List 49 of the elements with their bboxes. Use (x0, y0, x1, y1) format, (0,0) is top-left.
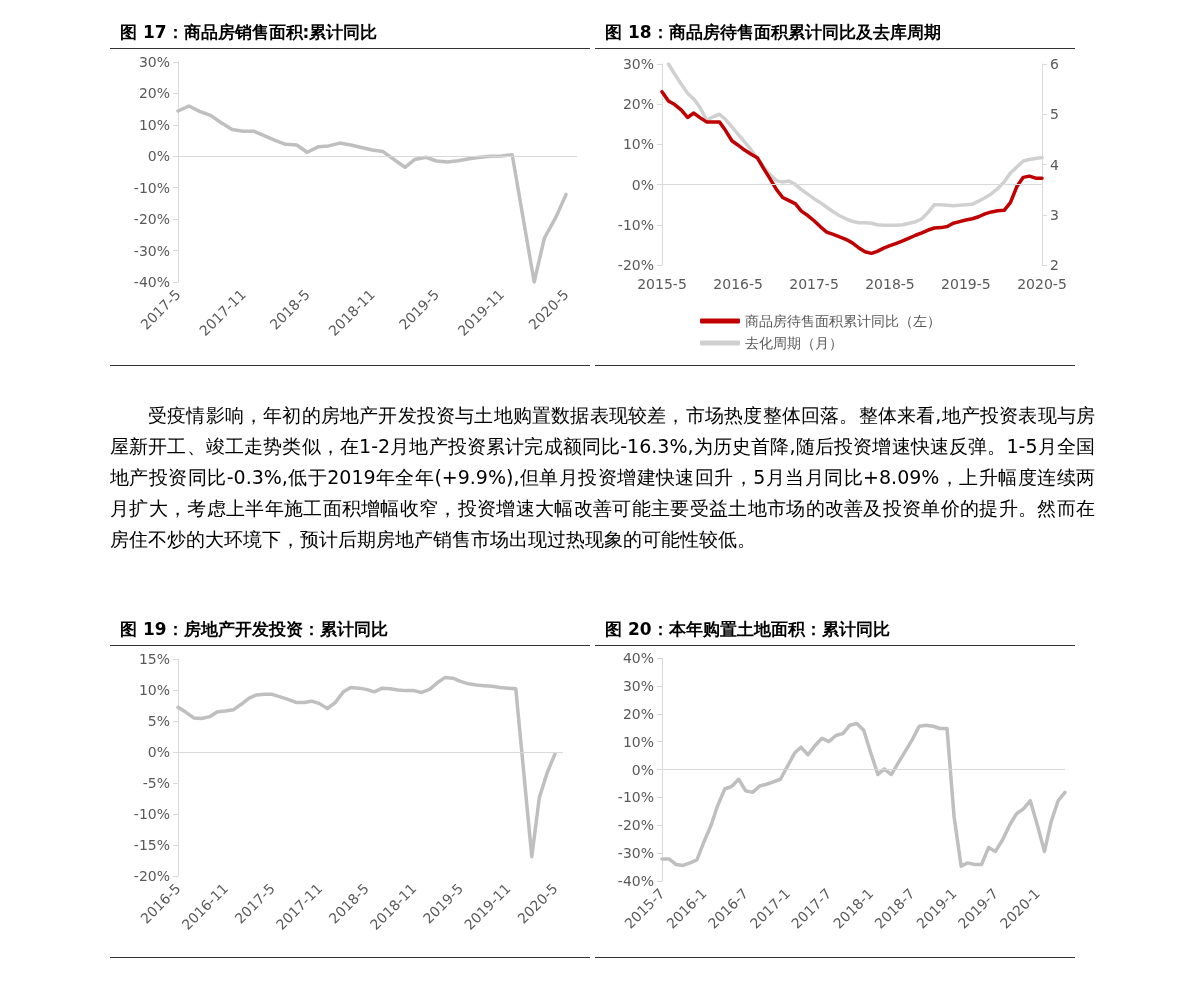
y-tick-label: 30% (622, 677, 654, 694)
y-tick-label: -40% (617, 873, 654, 889)
y-tick-label: 0% (631, 176, 654, 193)
y2-tick-label: 3 (1050, 206, 1059, 223)
chart-title: 图 17：商品房销售面积:累计同比 (110, 15, 590, 49)
x-tick-label: 2015-5 (637, 276, 687, 292)
y-tick-label: 20% (138, 85, 170, 102)
y-tick-label: -10% (133, 179, 170, 196)
y-tick-label: 0% (631, 761, 654, 778)
y-tick-label: -30% (617, 845, 654, 862)
y-tick-label: 20% (622, 96, 654, 113)
y-tick-label: -40% (133, 274, 170, 290)
y-tick-label: 10% (138, 116, 170, 133)
legend-label: 去化周期（月） (745, 335, 843, 351)
x-tick-label: 2019-5 (941, 276, 991, 292)
y-tick-label: -30% (133, 242, 170, 259)
x-tick-label: 2017-5 (789, 276, 839, 292)
y-tick-label: 15% (138, 651, 170, 667)
y-tick-label: 0% (147, 744, 170, 760)
y-tick-label: -10% (133, 806, 170, 822)
y-tick-label: 40% (622, 650, 654, 666)
y-tick-label: -5% (142, 775, 170, 791)
y-tick-label: -20% (133, 211, 170, 228)
chart-title: 图 18：商品房待售面积累计同比及去库周期 (595, 15, 1075, 49)
y-tick-label: 30% (622, 56, 654, 72)
y-tick-label: 10% (622, 136, 654, 153)
y-tick-label: -20% (617, 257, 654, 273)
y2-tick-label: 4 (1050, 156, 1059, 173)
y-tick-label: -15% (133, 837, 170, 853)
y-tick-label: 20% (622, 705, 654, 722)
y2-tick-label: 6 (1050, 56, 1059, 72)
x-tick-label: 2020-5 (1017, 276, 1067, 292)
y-tick-label: 10% (622, 733, 654, 750)
y-tick-label: -10% (617, 216, 654, 233)
y-tick-label: -20% (133, 868, 170, 884)
legend-label: 商品房待售面积累计同比（左） (745, 313, 941, 329)
y-tick-label: 30% (138, 54, 170, 70)
text: 受疫情影响，年初的房地产开发投资与土地购置数据表现较差，市场热度整体回落。整体来看,地产投资表现与房屋新开工、竣工走势类似，在1-2月地产投资累计完成额同比-16.3%,为历史首降,随后投资增速快速反弹。1-5月全国地产投资同比-0.3%,低于2019年全年(+9.9%),但单月投资增建快速回升，5月当月同比+8.09%，上升幅度连续两月扩大，考虑上半年施工面积增幅收窄，投资增速大幅改善可能主要受益土地市场的改善及投资单价的提升。然而在房住不炒的大环境下，预计后期房地产销售市场出现过热现象的可能性较低。 (110, 403, 1095, 552)
y-tick-label: -10% (617, 789, 654, 806)
chart-title: 图 19：房地产开发投资：累计同比 (110, 612, 590, 646)
y-tick-label: -20% (617, 817, 654, 834)
y-tick-label: 5% (147, 713, 170, 729)
y-tick-label: 10% (138, 682, 170, 698)
x-tick-label: 2018-5 (865, 276, 915, 292)
y-tick-label: 0% (147, 148, 170, 165)
y2-tick-label: 5 (1050, 106, 1059, 123)
chart-title: 图 20：本年购置土地面积：累计同比 (595, 612, 1075, 646)
y2-tick-label: 2 (1050, 257, 1059, 273)
x-tick-label: 2016-5 (713, 276, 763, 292)
